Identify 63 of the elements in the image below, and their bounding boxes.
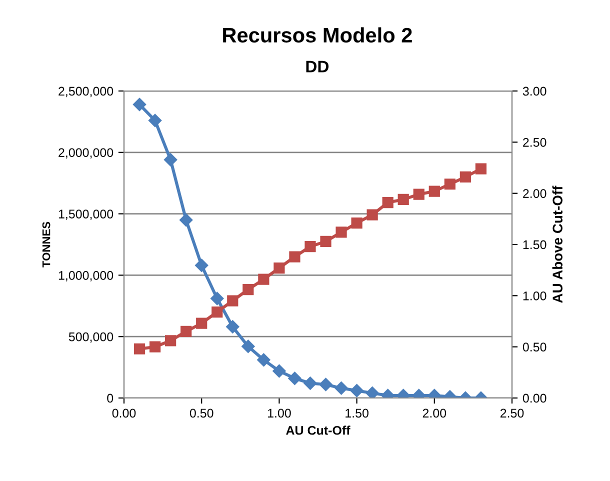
point	[242, 340, 255, 354]
y-tick-label: 2,500,000	[58, 86, 114, 98]
point	[288, 372, 302, 385]
y-tick-label: 500,000	[68, 332, 114, 343]
point	[179, 213, 193, 227]
point	[180, 326, 192, 338]
y-tick-label: 0	[107, 394, 114, 403]
y2-tick-label: 0.50	[522, 342, 546, 352]
point	[148, 114, 162, 128]
point	[165, 335, 176, 346]
x-tick-label: 2.00	[422, 408, 446, 418]
y2-tick-label: 0.00	[522, 394, 546, 403]
y2-tick-label: 2.00	[523, 189, 546, 198]
x-tick-label: 0.00	[112, 408, 136, 418]
x-axis-title: AU Cut-Off	[286, 426, 350, 435]
point	[366, 209, 378, 220]
x-tick-label: 0.50	[190, 408, 214, 418]
y-axis-title: TONNES	[42, 222, 50, 268]
point	[212, 306, 223, 318]
point	[336, 226, 347, 238]
y2-tick-label: 3.00	[522, 86, 546, 96]
point	[319, 378, 332, 392]
y2-tick-label: 1.50	[523, 240, 546, 250]
y2-tick-label: 1.00	[523, 291, 546, 300]
chart-subtitle: DD	[306, 60, 329, 72]
point	[475, 163, 487, 174]
point	[320, 236, 332, 247]
point	[272, 364, 286, 378]
point	[149, 341, 161, 352]
point	[226, 320, 240, 334]
point	[196, 318, 208, 329]
point	[304, 376, 317, 390]
y-tick-label: 2,000,000	[58, 148, 114, 159]
point	[351, 217, 362, 229]
y2-tick-label: 2.50	[523, 138, 546, 147]
point	[274, 262, 285, 274]
point	[460, 171, 471, 183]
point	[164, 153, 178, 166]
point	[134, 343, 146, 354]
point	[398, 194, 409, 206]
point	[242, 284, 254, 296]
point	[366, 386, 379, 398]
point	[257, 353, 270, 367]
point	[227, 295, 238, 306]
x-tick-label: 1.50	[346, 408, 368, 418]
point	[289, 251, 300, 262]
x-tick-label: 2.50	[500, 408, 524, 418]
y-tick-label: 1,000,000	[58, 271, 114, 282]
point	[334, 382, 348, 395]
chart-title: Recursos Modelo 2	[223, 27, 412, 43]
point	[350, 384, 364, 398]
y2-axis-title: AU Above Cut-Off	[552, 186, 562, 303]
point	[258, 274, 270, 285]
point	[428, 186, 440, 197]
point	[413, 188, 424, 200]
point	[382, 196, 394, 208]
point	[444, 178, 456, 190]
point	[304, 240, 316, 252]
point	[210, 292, 224, 306]
x-tick-label: 1.00	[268, 408, 291, 418]
point	[195, 258, 208, 272]
point	[132, 98, 146, 112]
y-tick-label: 1,500,000	[58, 210, 114, 220]
